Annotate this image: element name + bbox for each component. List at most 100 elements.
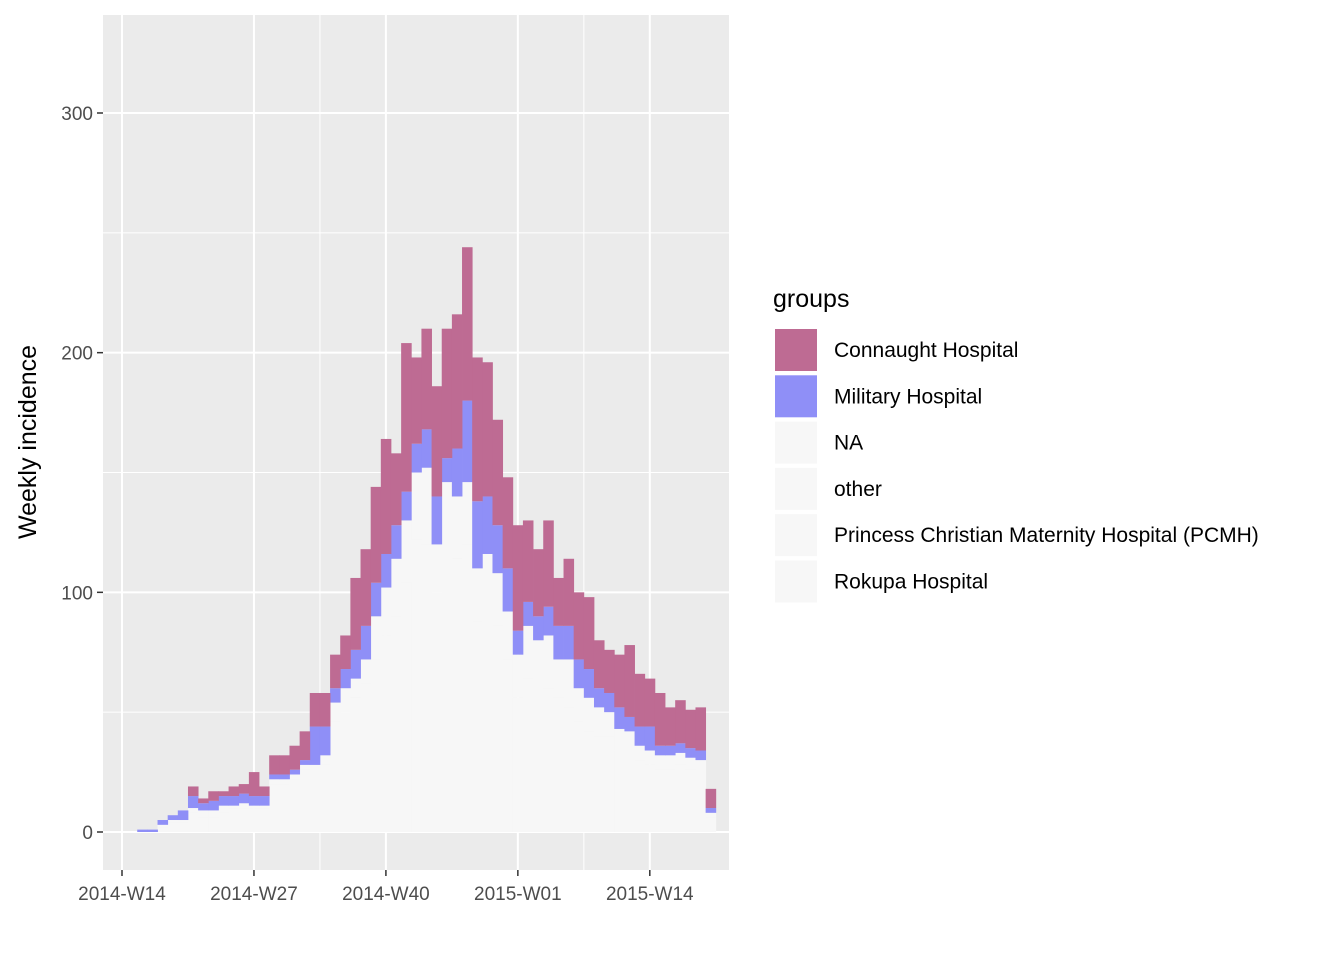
- bar-segment: [695, 750, 707, 761]
- bar-segment: [228, 808, 240, 832]
- bar-segment: [157, 820, 169, 825]
- bar-segment: [614, 728, 625, 751]
- y-tick-label: 200: [61, 344, 93, 365]
- bar-segment: [259, 805, 270, 809]
- legend-label: other: [834, 478, 882, 501]
- bar-segment: [563, 659, 575, 708]
- bar-segment: [685, 769, 696, 832]
- bar-segment: [279, 774, 290, 780]
- bar-segment: [157, 827, 169, 832]
- bar-segment: [644, 750, 656, 765]
- bar-segment: [573, 592, 585, 660]
- bar-segment: [593, 688, 605, 708]
- bar-segment: [228, 796, 240, 806]
- bar-segment: [147, 829, 158, 832]
- bar-segment: [401, 582, 412, 832]
- bar-segment: [553, 697, 564, 832]
- bar-segment: [553, 625, 564, 660]
- legend-swatch: [775, 467, 817, 510]
- bar-segment: [472, 357, 483, 502]
- bar-segment: [583, 669, 595, 698]
- bar-segment: [604, 712, 615, 737]
- bar-segment: [604, 649, 615, 693]
- bar-segment: [604, 692, 615, 713]
- bar-segment: [259, 796, 270, 806]
- bar-segment: [593, 707, 605, 737]
- bar-segment: [309, 774, 321, 832]
- bar-segment: [644, 726, 656, 751]
- bar-segment: [360, 683, 372, 832]
- bar-segment: [289, 779, 301, 832]
- bar-segment: [563, 625, 575, 660]
- bar-segment: [248, 796, 260, 806]
- bar-segment: [350, 697, 361, 832]
- bar-segment: [218, 812, 229, 832]
- bar-segment: [401, 491, 412, 521]
- bar-segment: [634, 673, 646, 727]
- bar-segment: [340, 669, 351, 689]
- legend-swatch: [775, 421, 817, 464]
- bar-segment: [512, 654, 524, 698]
- bar-segment: [167, 815, 179, 821]
- bar-segment: [421, 328, 432, 430]
- bar-segment: [472, 568, 483, 622]
- bar-segment: [279, 755, 290, 775]
- bar-segment: [654, 692, 666, 746]
- bar-segment: [198, 810, 209, 818]
- bar-segment: [583, 597, 595, 670]
- bar-segment: [634, 760, 646, 832]
- bar-segment: [421, 429, 432, 468]
- bar-segment: [228, 805, 240, 809]
- x-tick-label: 2015-W14: [606, 884, 694, 905]
- y-tick-label: 300: [61, 104, 93, 125]
- bar-segment: [644, 764, 656, 832]
- bar-segment: [462, 247, 473, 401]
- x-tick-label: 2014-W40: [342, 884, 430, 905]
- bar-segment: [512, 630, 524, 655]
- bar-segment: [654, 769, 666, 832]
- bar-segment: [187, 786, 199, 797]
- bar-segment: [370, 582, 382, 617]
- bar-segment: [238, 793, 250, 804]
- bar-segment: [705, 817, 717, 832]
- bar-segment: [624, 645, 635, 717]
- bar-segment: [208, 791, 219, 801]
- bar-segment: [380, 553, 392, 588]
- bar-segment: [421, 467, 432, 545]
- bar-segment: [208, 800, 219, 811]
- bar-segment: [462, 482, 473, 545]
- bar-segment: [248, 772, 260, 797]
- bar-segment: [350, 678, 361, 698]
- bar-segment: [319, 726, 331, 756]
- bar-segment: [269, 784, 280, 832]
- bar-segment: [665, 755, 676, 770]
- bar-segment: [157, 824, 169, 828]
- bar-segment: [462, 400, 473, 483]
- bar-segment: [370, 659, 382, 832]
- bar-segment: [624, 750, 635, 832]
- bar-segment: [330, 688, 341, 703]
- bar-segment: [380, 587, 392, 636]
- bar-segment: [533, 616, 544, 641]
- bar-segment: [522, 520, 534, 602]
- bar-segment: [218, 796, 229, 806]
- bar-segment: [472, 621, 483, 832]
- bar-segment: [411, 357, 422, 444]
- bar-segment: [705, 808, 717, 813]
- bar-segment: [269, 774, 280, 780]
- bar-segment: [431, 544, 443, 593]
- bar-segment: [533, 640, 544, 693]
- bar-segment: [198, 798, 209, 804]
- bar-segment: [492, 419, 504, 526]
- bar-segment: [502, 611, 514, 660]
- bar-segment: [370, 616, 382, 660]
- bar-segment: [654, 745, 666, 756]
- bar-segment: [644, 678, 656, 727]
- legend-label: Rokupa Hospital: [834, 571, 988, 594]
- bar-segment: [289, 774, 301, 780]
- bar-segment: [482, 362, 493, 497]
- bar-segment: [350, 577, 361, 650]
- bar-segment: [137, 829, 148, 832]
- bar-segment: [238, 784, 250, 794]
- bar-segment: [380, 635, 392, 832]
